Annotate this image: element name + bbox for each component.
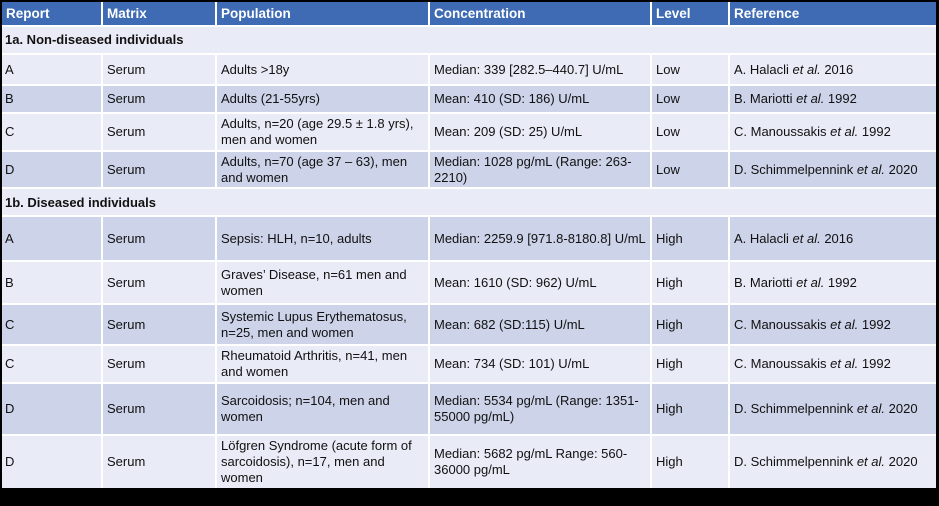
cell-reference: C. Manoussakis et al. 1992 xyxy=(729,345,936,385)
col-header-reference: Reference xyxy=(729,2,936,27)
cell-reference: A. Halacli et al. 2016 xyxy=(729,216,936,263)
col-header-population: Population xyxy=(216,2,430,27)
section-row: 1b. Diseased individuals xyxy=(2,188,936,218)
col-header-matrix: Matrix xyxy=(102,2,217,27)
et-al-italic: et al. xyxy=(856,454,886,470)
cell-reference: C. Manoussakis et al. 1992 xyxy=(729,304,936,347)
col-header-report: Report xyxy=(2,2,103,27)
cell-report: A xyxy=(2,54,103,86)
cell-level: High xyxy=(651,216,730,263)
table-row: A Serum Adults >18y Median: 339 [282.5–440.… xyxy=(2,54,936,86)
et-al-italic: et al. xyxy=(856,161,886,177)
table-row: C Serum Adults, n=20 (age 29.5 ± 1.8 yrs),… xyxy=(2,113,936,152)
concentration-table: Report Matrix Population Concentration L… xyxy=(2,2,936,488)
table-row: C Serum Systemic Lupus Erythematosus, n=25… xyxy=(2,304,936,347)
table-row: B Serum Adults (21-55yrs) Mean: 410 (SD: 18… xyxy=(2,85,936,114)
table-frame: Report Matrix Population Concentration L… xyxy=(2,2,936,488)
et-al-italic: et al. xyxy=(830,356,859,372)
et-al-italic: et al. xyxy=(792,231,821,246)
cell-concentration: Median: 2259.9 [971.8-8180.8] U/mL xyxy=(429,216,652,263)
cell-matrix: Serum xyxy=(102,383,217,437)
cell-population: Adults >18y xyxy=(216,54,430,86)
cell-matrix: Serum xyxy=(102,113,217,152)
col-header-concentration: Concentration xyxy=(429,2,652,27)
cell-level: Low xyxy=(651,150,730,190)
cell-concentration: Mean: 410 (SD: 186) U/mL xyxy=(429,85,652,114)
cell-reference: A. Halacli et al. 2016 xyxy=(729,54,936,86)
cell-concentration: Median: 5534 pg/mL (Range: 1351-55000 pg… xyxy=(429,383,652,437)
cell-report: C xyxy=(2,304,103,347)
et-al-italic: et al. xyxy=(830,317,859,332)
cell-matrix: Serum xyxy=(102,85,217,114)
cell-level: High xyxy=(651,383,730,437)
table-row: A Serum Sepsis: HLH, n=10, adults Median: 2… xyxy=(2,216,936,263)
cell-matrix: Serum xyxy=(102,345,217,385)
table-row: D Serum Sarcoidosis; n=104, men and women M… xyxy=(2,383,936,437)
col-header-level: Level xyxy=(651,2,730,27)
et-al-italic: et al. xyxy=(796,275,825,290)
cell-concentration: Mean: 209 (SD: 25) U/mL xyxy=(429,113,652,152)
cell-level: Low xyxy=(651,113,730,152)
cell-report: C xyxy=(2,345,103,385)
cell-reference: D. Schimmelpennink et al. 2020 xyxy=(729,383,936,437)
cell-population: Adults (21-55yrs) xyxy=(216,85,430,114)
cell-matrix: Serum xyxy=(102,435,217,488)
cell-reference: B. Mariotti et al. 1992 xyxy=(729,85,936,114)
cell-level: Low xyxy=(651,54,730,86)
cell-concentration: Median: 339 [282.5–440.7] U/mL xyxy=(429,54,652,86)
cell-population: Sarcoidosis; n=104, men and women xyxy=(216,383,430,437)
cell-level: High xyxy=(651,345,730,385)
cell-reference: C. Manoussakis et al. 1992 xyxy=(729,113,936,152)
cell-concentration: Mean: 734 (SD: 101) U/mL xyxy=(429,345,652,385)
cell-report: C xyxy=(2,113,103,152)
cell-population: Sepsis: HLH, n=10, adults xyxy=(216,216,430,263)
cell-level: High xyxy=(651,304,730,347)
header-row: Report Matrix Population Concentration L… xyxy=(2,2,936,27)
cell-matrix: Serum xyxy=(102,150,217,190)
table-row: C Serum Rheumatoid Arthritis, n=41, men an… xyxy=(2,345,936,385)
cell-report: A xyxy=(2,216,103,263)
cell-concentration: Median: 1028 pg/mL (Range: 263-2210) xyxy=(429,150,652,190)
cell-population: Adults, n=70 (age 37 – 63), men and wome… xyxy=(216,150,430,190)
cell-matrix: Serum xyxy=(102,261,217,306)
cell-population: Löfgren Syndrome (acute form of sarcoido… xyxy=(216,435,430,488)
cell-reference: D. Schimmelpennink et al. 2020 xyxy=(729,435,936,488)
cell-population: Graves’ Disease, n=61 men and women xyxy=(216,261,430,306)
cell-reference: D. Schimmelpennink et al. 2020 xyxy=(729,150,936,190)
et-al-italic: et al. xyxy=(830,123,859,139)
cell-concentration: Mean: 682 (SD:115) U/mL xyxy=(429,304,652,347)
et-al-italic: et al. xyxy=(796,91,825,107)
cell-level: High xyxy=(651,261,730,306)
cell-population: Rheumatoid Arthritis, n=41, men and wome… xyxy=(216,345,430,385)
cell-matrix: Serum xyxy=(102,54,217,86)
cell-reference: B. Mariotti et al. 1992 xyxy=(729,261,936,306)
table-body: 1a. Non-diseased individuals A Serum Adults… xyxy=(2,26,936,488)
cell-concentration: Mean: 1610 (SD: 962) U/mL xyxy=(429,261,652,306)
cell-matrix: Serum xyxy=(102,304,217,347)
section-title: 1b. Diseased individuals xyxy=(2,188,936,218)
cell-report: D xyxy=(2,150,103,190)
cell-concentration: Median: 5682 pg/mL Range: 560-36000 pg/m… xyxy=(429,435,652,488)
cell-report: D xyxy=(2,383,103,437)
table-row: D Serum Löfgren Syndrome (acute form of sa… xyxy=(2,435,936,488)
cell-level: Low xyxy=(651,85,730,114)
cell-level: High xyxy=(651,435,730,488)
cell-population: Systemic Lupus Erythematosus, n=25, men … xyxy=(216,304,430,347)
cell-report: B xyxy=(2,261,103,306)
table-row: D Serum Adults, n=70 (age 37 – 63), men an… xyxy=(2,150,936,190)
section-title: 1a. Non-diseased individuals xyxy=(2,26,936,55)
et-al-italic: et al. xyxy=(792,61,821,77)
section-row: 1a. Non-diseased individuals xyxy=(2,26,936,55)
table-row: B Serum Graves’ Disease, n=61 men and wome… xyxy=(2,261,936,306)
cell-report: B xyxy=(2,85,103,114)
cell-population: Adults, n=20 (age 29.5 ± 1.8 yrs), men a… xyxy=(216,113,430,152)
et-al-italic: et al. xyxy=(856,401,886,417)
cell-matrix: Serum xyxy=(102,216,217,263)
cell-report: D xyxy=(2,435,103,488)
